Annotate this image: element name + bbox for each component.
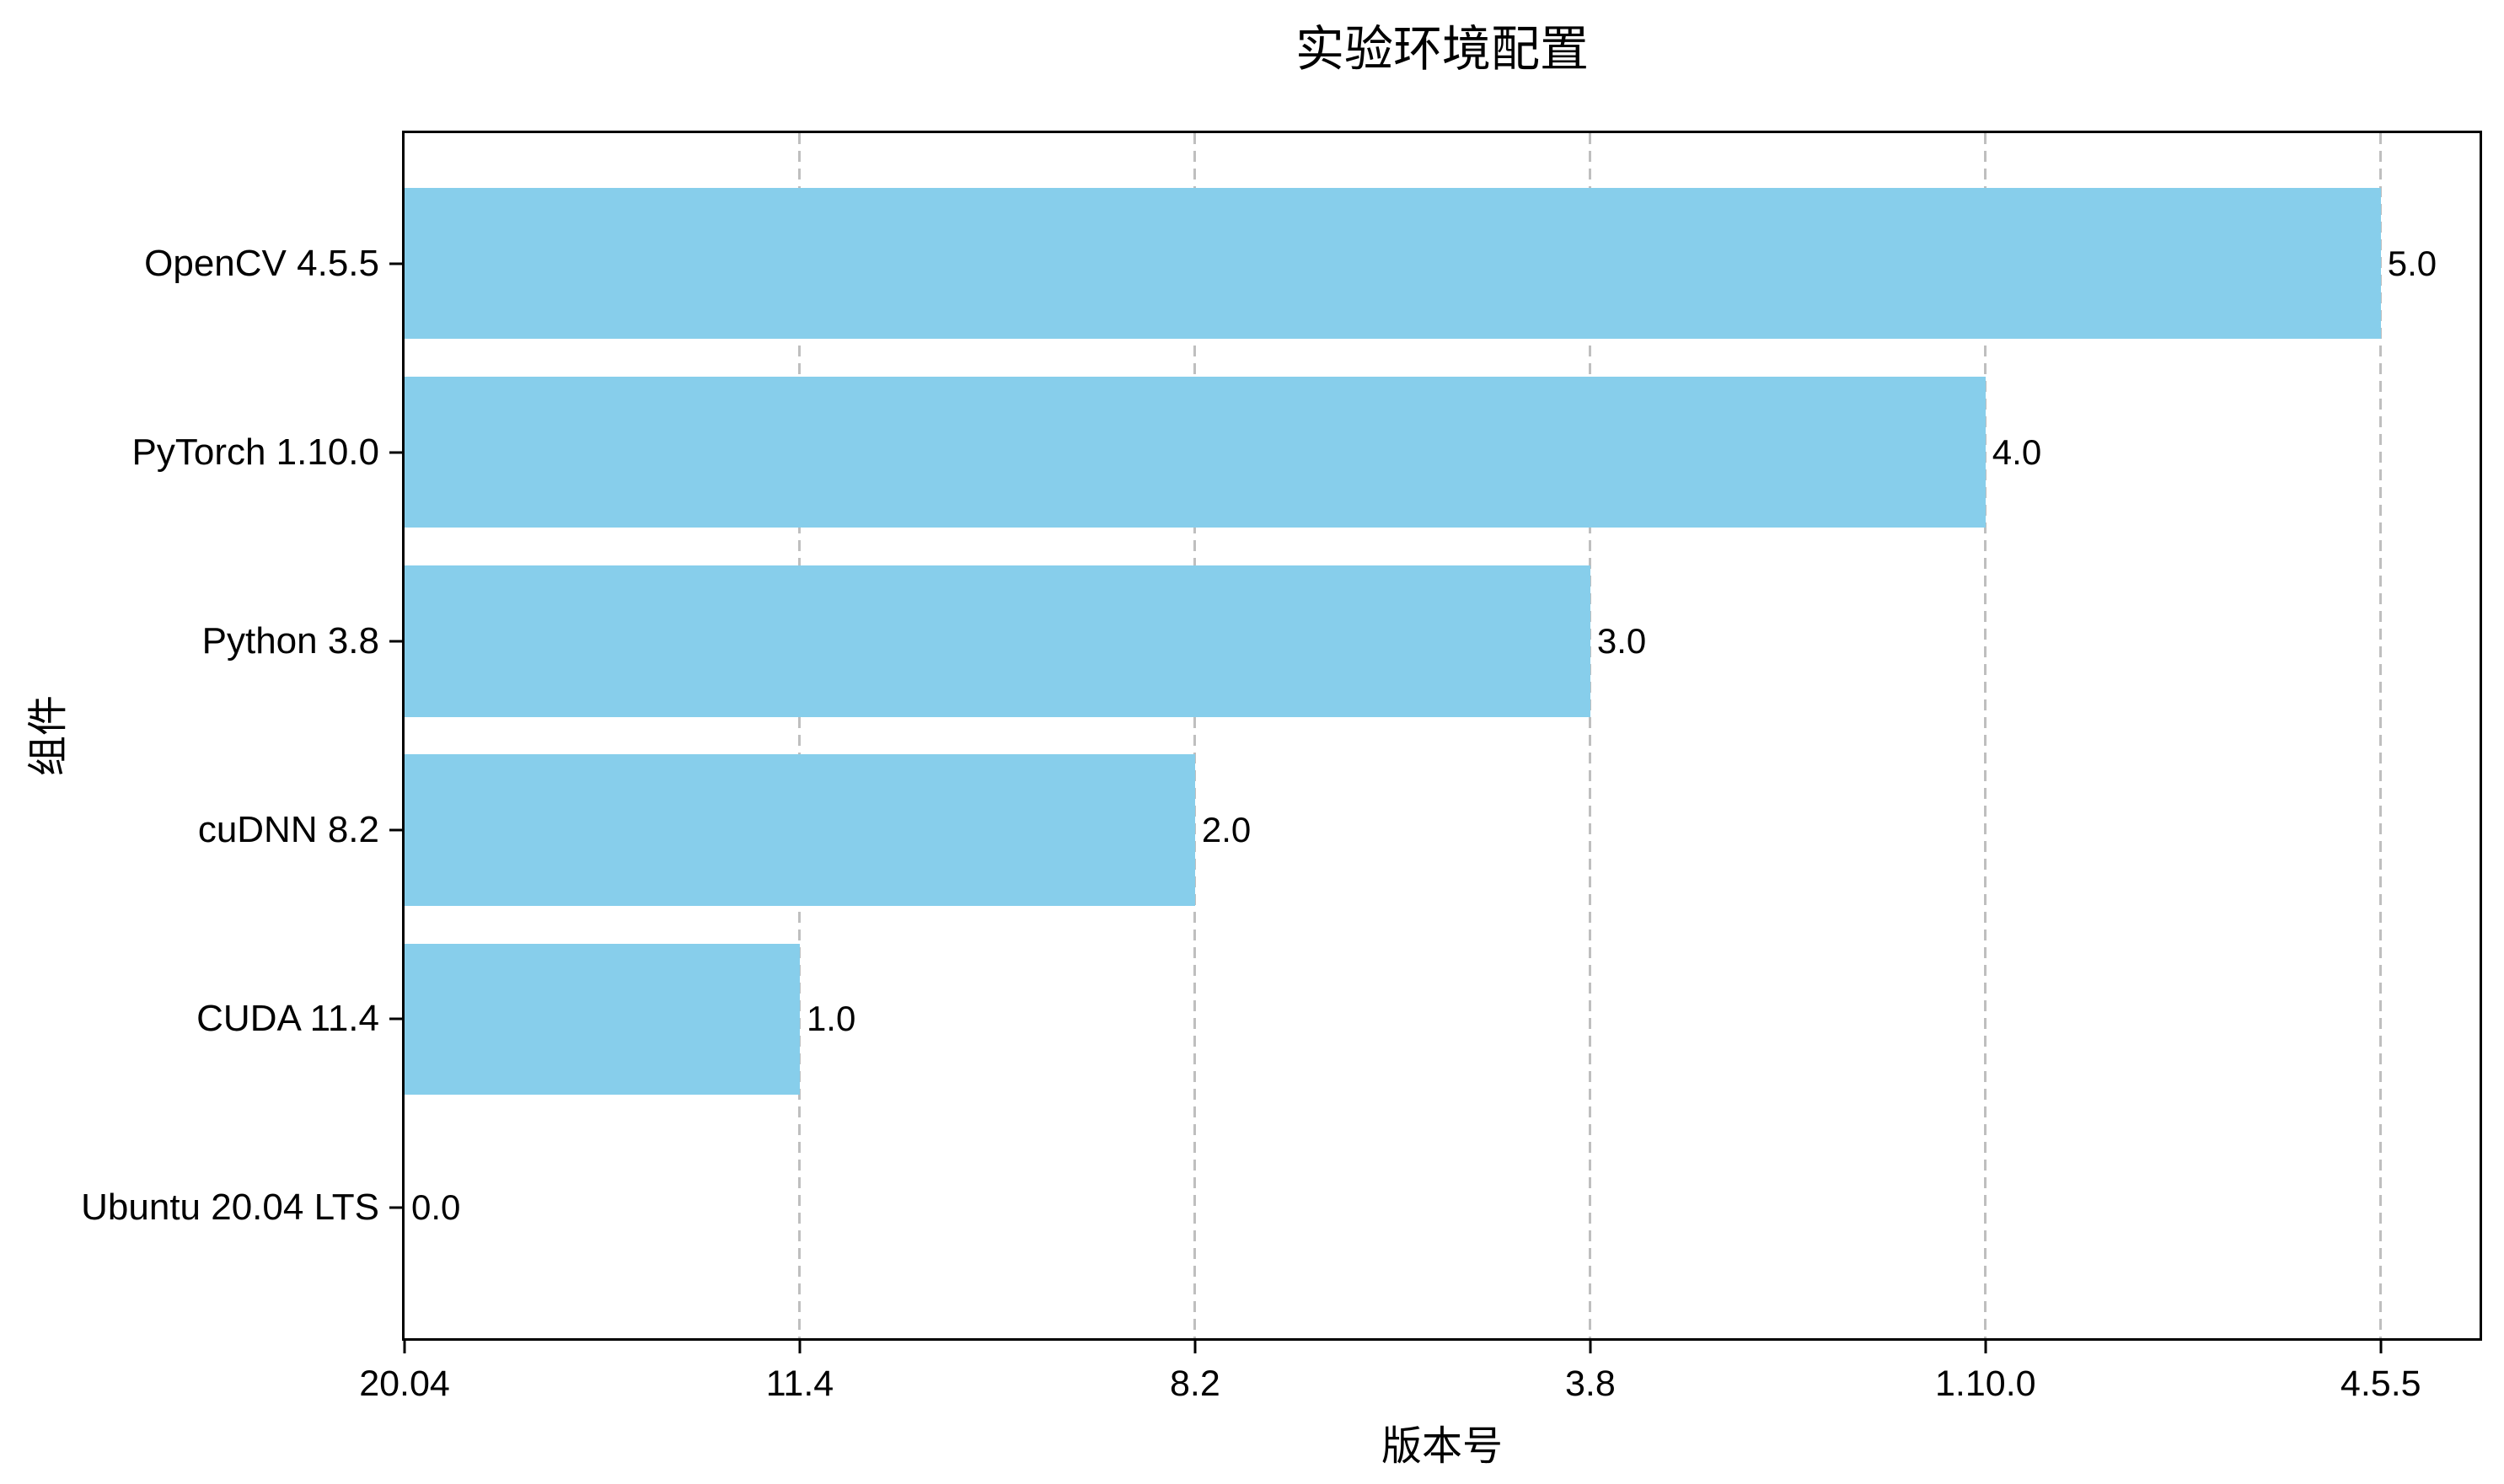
bar: [405, 754, 1195, 906]
y-axis-label: 组件: [26, 694, 71, 777]
x-tick-mark: [1589, 1338, 1592, 1353]
bar-value-label: 3.0: [1596, 620, 1647, 661]
x-tick-label: 1.10.0: [1935, 1363, 2036, 1404]
x-axis-label: 版本号: [1381, 1424, 1504, 1469]
gridline: [1589, 133, 1592, 1338]
x-tick-label: 4.5.5: [2340, 1363, 2421, 1404]
bar: [405, 943, 800, 1095]
y-tick-mark: [389, 451, 405, 454]
x-tick-mark: [1984, 1338, 1987, 1353]
y-tick-mark: [389, 640, 405, 643]
gridline: [798, 133, 802, 1338]
y-tick-label: Python 3.8: [201, 619, 379, 662]
y-tick-mark: [389, 1206, 405, 1209]
y-tick-label: Ubuntu 20.04 LTS: [81, 1187, 379, 1229]
y-tick-label: cuDNN 8.2: [197, 809, 379, 851]
gridline: [1984, 133, 1987, 1338]
bar: [405, 565, 1590, 717]
x-tick-label: 3.8: [1564, 1363, 1616, 1404]
bar: [405, 377, 1986, 528]
plot-area: 5.0 4.0 3.0 2.0 1.0 0.0 OpenCV 4.5.5 PyTorch 1…: [26, 131, 2482, 1469]
bar-value-label: 2.0: [1201, 810, 1252, 850]
y-tick-mark: [389, 828, 405, 832]
x-tick-mark: [403, 1338, 406, 1353]
y-tick-label: OpenCV 4.5.5: [144, 242, 379, 284]
x-tick-label: 11.4: [765, 1363, 834, 1404]
bar-value-label: 4.0: [1992, 431, 2042, 472]
x-tick-label: 20.04: [359, 1363, 450, 1404]
y-tick-mark: [389, 262, 405, 265]
y-tick-label: CUDA 11.4: [196, 998, 379, 1040]
x-tick-mark: [798, 1338, 802, 1353]
x-tick-label: 8.2: [1170, 1363, 1220, 1404]
y-tick-mark: [389, 1017, 405, 1021]
bar-value-label: 1.0: [806, 999, 856, 1039]
y-tick-label: PyTorch 1.10.0: [131, 431, 380, 473]
gridline: [2379, 133, 2383, 1338]
gridline: [1193, 133, 1197, 1338]
chart-title: 实验环境配置: [1295, 22, 1590, 77]
x-tick-mark: [1193, 1338, 1197, 1353]
bar-value-label: 5.0: [2387, 243, 2437, 283]
x-tick-mark: [2379, 1338, 2383, 1353]
bar: [405, 188, 2381, 340]
bar-value-label: 0.0: [411, 1187, 461, 1228]
